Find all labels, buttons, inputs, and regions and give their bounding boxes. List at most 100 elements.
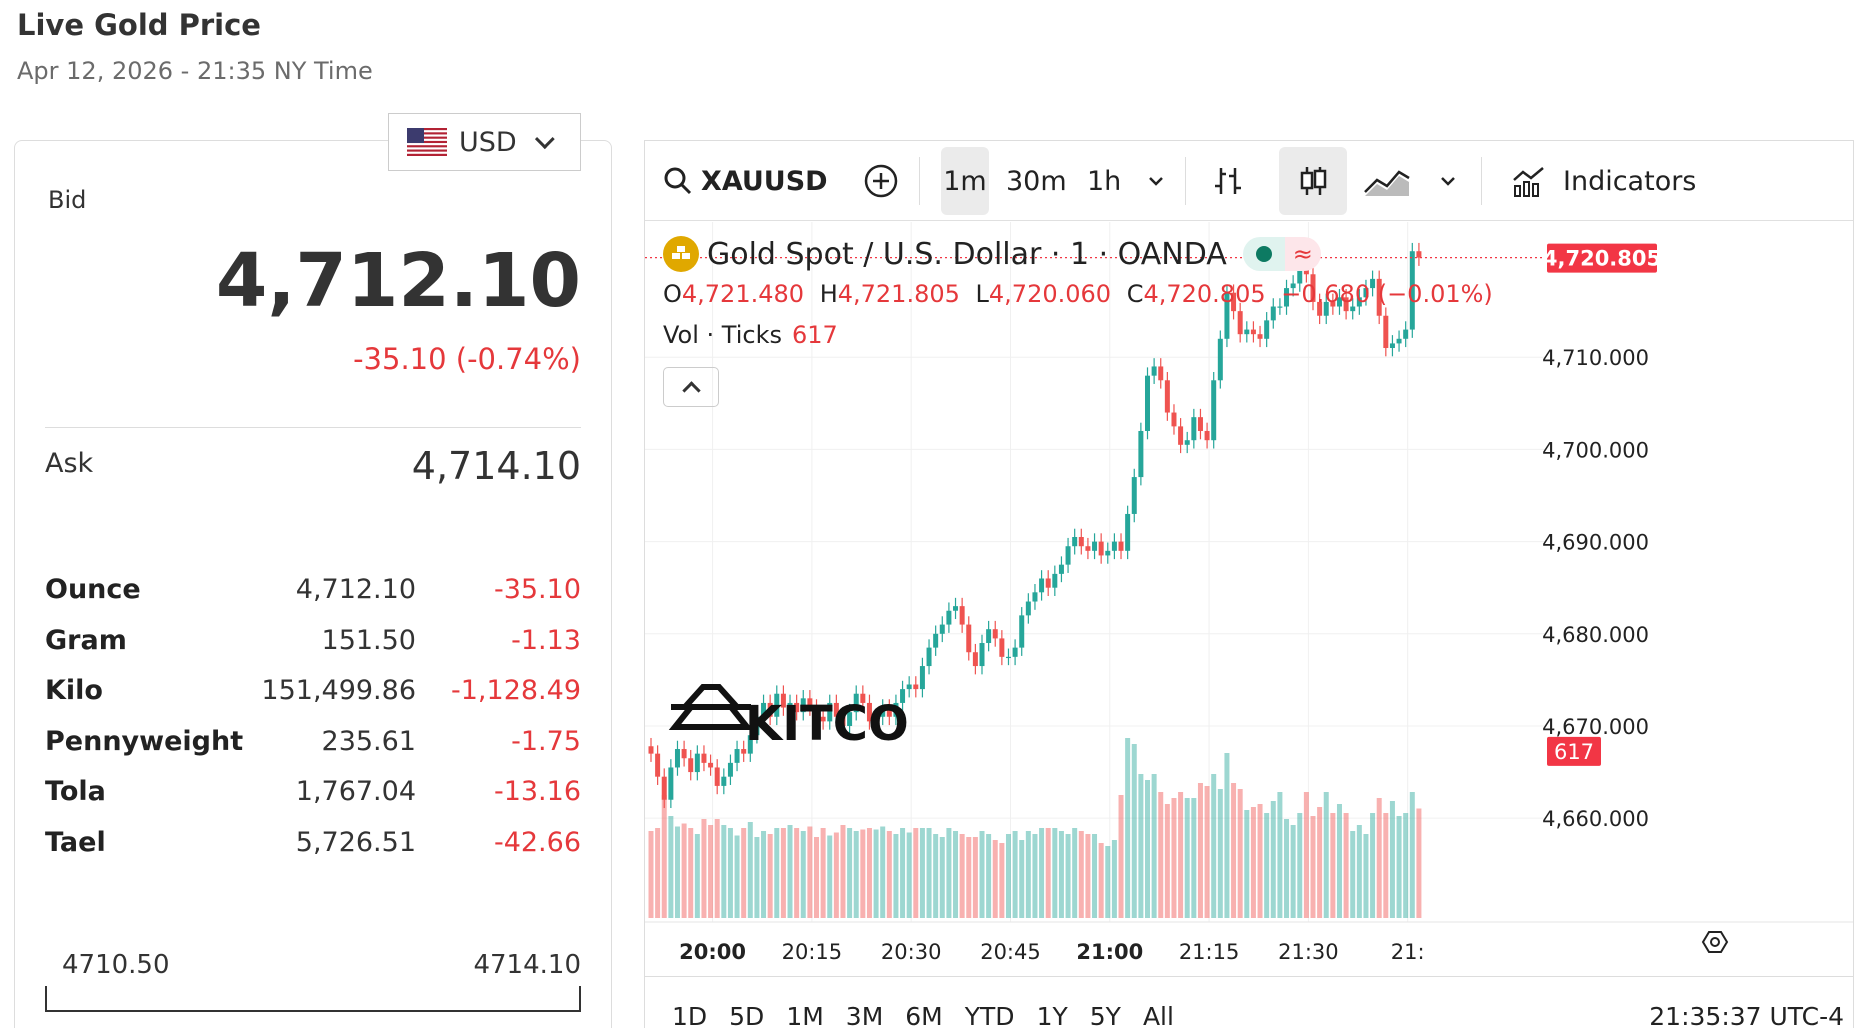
currency-select[interactable]: USD <box>388 113 581 171</box>
volume-bar <box>853 831 859 918</box>
high-key: H <box>819 280 838 308</box>
volume-bar <box>674 826 680 918</box>
volume-bar <box>827 835 833 918</box>
candle-body <box>1164 380 1170 413</box>
volume-bar <box>1231 783 1237 918</box>
volume-bar <box>1151 774 1157 918</box>
unit-change: -35.10 <box>493 574 581 605</box>
volume-bar <box>655 828 661 918</box>
chart-clock: 21:35:37 UTC-4 <box>1649 1002 1844 1028</box>
candle-body <box>1184 440 1190 445</box>
volume-bar <box>648 831 654 918</box>
interval-dropdown[interactable] <box>1147 147 1165 215</box>
currency-label: USD <box>459 126 517 158</box>
candle-body <box>853 693 859 713</box>
chart-type-dropdown[interactable] <box>1439 147 1457 215</box>
indicators-icon <box>1513 167 1544 197</box>
volume-bar <box>800 831 806 918</box>
bid-change: -35.10 (-0.74%) <box>353 342 581 376</box>
candle-body <box>1191 417 1197 441</box>
candle-body <box>820 716 826 722</box>
price-tags: 4,720.805 617 <box>645 243 1661 766</box>
delayed-data-icon: ≈ <box>1284 237 1321 271</box>
x-tick-label: 21:30 <box>1278 940 1339 964</box>
candle-body <box>655 753 661 777</box>
range-5y[interactable]: 5Y <box>1089 1002 1121 1028</box>
area-style-button[interactable] <box>1363 147 1411 215</box>
candle-body <box>1052 573 1058 588</box>
plus-circle-icon <box>864 164 898 198</box>
range-3m[interactable]: 3M <box>845 1002 884 1028</box>
range-1y[interactable]: 1Y <box>1036 1002 1068 1028</box>
indicators-button[interactable]: Indicators <box>1511 147 1696 215</box>
volume-bar <box>1045 828 1051 918</box>
volume-bar <box>1052 828 1058 918</box>
volume-bar <box>807 826 813 918</box>
page-title: Live Gold Price <box>17 8 261 42</box>
interval-30m[interactable]: 30m <box>1006 165 1067 197</box>
candle-body <box>1125 513 1131 551</box>
volume-bars <box>648 738 1422 918</box>
volume-bar <box>1211 774 1217 918</box>
volume-value: 617 <box>791 321 838 349</box>
candle-body <box>774 693 780 717</box>
range-6m[interactable]: 6M <box>905 1002 943 1028</box>
candle-body <box>1005 656 1011 659</box>
unit-price: 235.61 <box>321 725 416 757</box>
candle-body <box>866 702 872 722</box>
collapse-legend-button[interactable] <box>663 367 719 407</box>
range-selector: 1D 5D 1M 3M 6M YTD 1Y 5Y All <box>672 1002 1196 1028</box>
candle-body <box>1343 297 1349 312</box>
bar-style-button[interactable] <box>1211 147 1245 215</box>
bid-price: 4,712.10 <box>215 238 581 324</box>
range-1d[interactable]: 1D <box>672 1002 708 1028</box>
settings-icon-hub <box>1710 937 1720 947</box>
interval-1h[interactable]: 1h <box>1087 165 1122 197</box>
volume-bar <box>1184 798 1190 918</box>
volume-bar <box>1191 798 1197 918</box>
candle-body <box>1363 288 1369 298</box>
volume-bar <box>1310 816 1316 918</box>
candle-body <box>1396 338 1402 344</box>
candle-body <box>1197 417 1203 431</box>
interval-1m[interactable]: 1m <box>941 147 989 215</box>
market-status[interactable]: ≈ <box>1242 237 1321 271</box>
candle-body <box>1403 329 1409 339</box>
volume-bar <box>1244 810 1250 918</box>
range-all[interactable]: All <box>1142 1002 1174 1028</box>
unit-price: 5,726.51 <box>295 826 416 858</box>
range-1m[interactable]: 1M <box>786 1002 824 1028</box>
candle-body <box>648 746 654 754</box>
volume-bar <box>1383 813 1389 918</box>
candle-body <box>992 629 998 639</box>
symbol-search[interactable]: XAUUSD <box>663 147 828 215</box>
candle-body <box>833 702 839 717</box>
volume-bar <box>1290 825 1296 918</box>
volume-bar <box>708 825 714 918</box>
volume-bar <box>761 831 767 918</box>
volume-bar <box>701 819 707 918</box>
candle-body <box>1092 541 1098 551</box>
volume-bar <box>933 834 939 918</box>
volume-bar <box>1178 792 1184 918</box>
volume-bar <box>1012 831 1018 918</box>
volume-bar <box>1217 789 1223 918</box>
candlesticks <box>648 242 1422 809</box>
close-key: C <box>1126 280 1144 308</box>
candle-body <box>1297 269 1303 284</box>
settings-icon <box>1701 931 1729 953</box>
candles-style-button[interactable] <box>1279 147 1347 215</box>
compare-button[interactable] <box>863 147 899 215</box>
range-5d[interactable]: 5D <box>729 1002 765 1028</box>
candle-body <box>1025 601 1031 616</box>
volume-bar <box>1389 801 1395 918</box>
range-ytd[interactable]: YTD <box>964 1002 1015 1028</box>
volume-bar <box>1370 813 1376 918</box>
y-tick-label: 4,670.000 <box>1542 715 1649 739</box>
volume-bar <box>1224 753 1230 918</box>
price-chart[interactable]: KITCO 4,710.000 4,700.000 4,690.000 4,680.0… <box>645 222 1853 1028</box>
volume-bar <box>1118 795 1124 918</box>
volume-bar <box>880 826 886 918</box>
volume-bar <box>1303 792 1309 918</box>
